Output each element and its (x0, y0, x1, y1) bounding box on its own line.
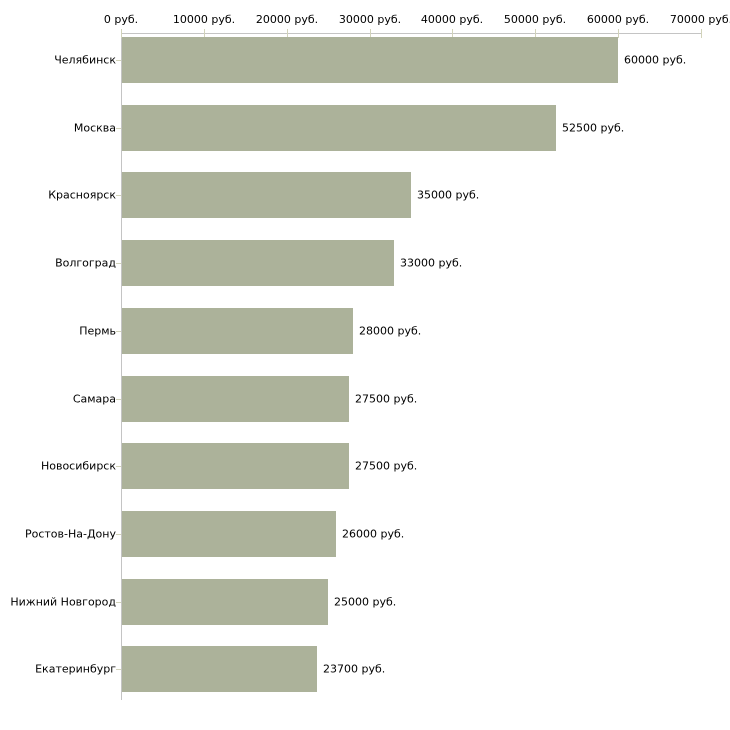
x-tick-label: 0 руб. (103, 13, 139, 26)
y-tick-mark (116, 60, 121, 61)
bar-8 (122, 579, 328, 625)
value-label: 35000 руб. (417, 188, 480, 202)
category-label: Москва (73, 121, 116, 135)
value-label: 23700 руб. (323, 662, 386, 676)
y-tick-mark (116, 602, 121, 603)
x-tick-label: 10000 руб. (172, 13, 236, 26)
x-tick-mark (121, 29, 122, 38)
y-tick-mark (116, 669, 121, 670)
y-tick-mark (116, 466, 121, 467)
category-label: Новосибирск (40, 459, 116, 473)
bar-4 (122, 308, 353, 354)
x-tick-mark (535, 29, 536, 38)
y-tick-mark (116, 128, 121, 129)
category-label: Волгоград (55, 256, 116, 270)
x-tick-label: 40000 руб. (420, 13, 484, 26)
y-tick-mark (116, 399, 121, 400)
value-label: 25000 руб. (334, 595, 397, 609)
x-tick-mark (452, 29, 453, 38)
value-label: 27500 руб. (355, 392, 418, 406)
x-tick-mark (701, 29, 702, 38)
x-tick-label: 50000 руб. (503, 13, 567, 26)
category-label: Пермь (79, 324, 116, 338)
x-tick-label: 70000 руб. (669, 13, 730, 26)
bar-5 (122, 376, 349, 422)
value-label: 28000 руб. (359, 324, 422, 338)
value-label: 27500 руб. (355, 459, 418, 473)
bar-1 (122, 105, 556, 151)
bar-3 (122, 240, 394, 286)
bar-6 (122, 443, 349, 489)
x-tick-mark (204, 29, 205, 38)
x-tick-label: 20000 руб. (255, 13, 319, 26)
category-label: Екатеринбург (35, 662, 116, 676)
category-label: Самара (72, 392, 116, 406)
y-tick-mark (116, 195, 121, 196)
y-tick-mark (116, 263, 121, 264)
value-label: 26000 руб. (342, 527, 405, 541)
y-axis-line (121, 33, 122, 700)
bar-9 (122, 646, 317, 692)
category-label: Нижний Новгород (10, 595, 116, 609)
value-label: 33000 руб. (400, 256, 463, 270)
category-label: Ростов-На-Дону (24, 527, 116, 541)
x-tick-mark (618, 29, 619, 38)
category-label: Красноярск (48, 188, 116, 202)
y-tick-mark (116, 534, 121, 535)
bar-0 (122, 37, 618, 83)
x-tick-label: 30000 руб. (338, 13, 402, 26)
y-tick-mark (116, 331, 121, 332)
bar-2 (122, 172, 411, 218)
x-tick-label: 60000 руб. (586, 13, 650, 26)
value-label: 60000 руб. (624, 53, 687, 67)
x-tick-mark (287, 29, 288, 38)
category-label: Челябинск (54, 53, 116, 67)
x-axis-line (121, 33, 701, 34)
x-tick-mark (370, 29, 371, 38)
value-label: 52500 руб. (562, 121, 625, 135)
bar-7 (122, 511, 336, 557)
